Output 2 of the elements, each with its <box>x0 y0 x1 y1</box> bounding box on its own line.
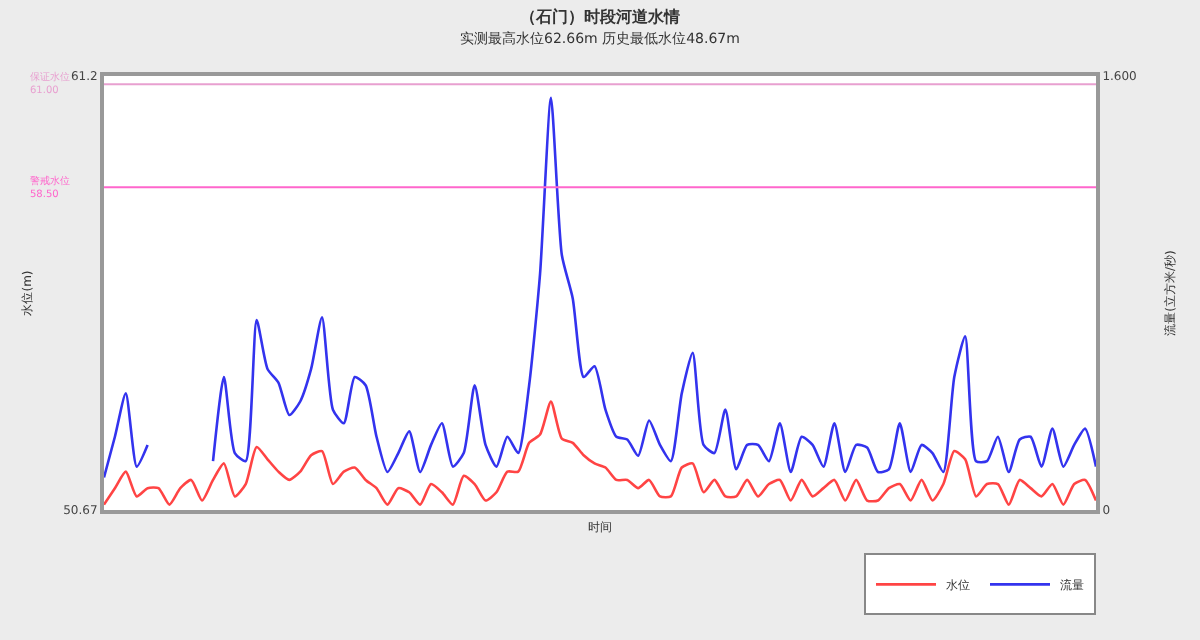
line-series <box>104 400 1096 506</box>
chart-title: （石门）时段河道水情 <box>520 6 680 27</box>
